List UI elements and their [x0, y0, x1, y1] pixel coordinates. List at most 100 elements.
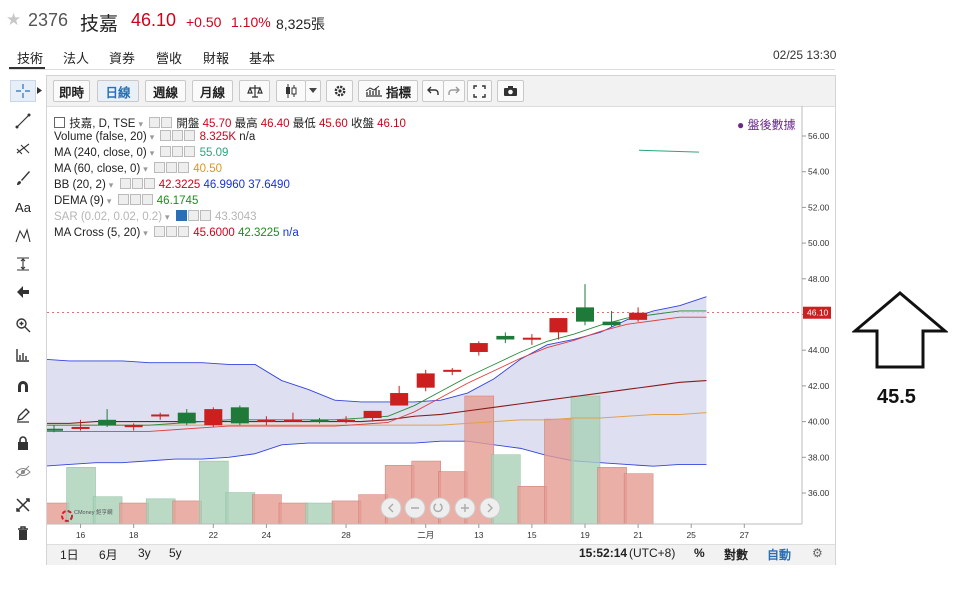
price-tick-label: 50.00	[808, 238, 830, 248]
remove-icon[interactable]	[199, 210, 211, 221]
hide-eye-icon[interactable]	[10, 461, 36, 483]
tools-icon[interactable]	[10, 494, 36, 516]
percent-scale-toggle[interactable]: %	[694, 546, 705, 560]
screenshot-camera-icon[interactable]	[497, 80, 524, 102]
chevron-down-icon[interactable]: ▾	[138, 119, 143, 129]
visibility-icon[interactable]	[131, 178, 143, 189]
volume-bar	[225, 492, 256, 525]
scroll-left-button[interactable]	[380, 497, 402, 519]
daily-button[interactable]: 日線	[97, 80, 139, 102]
undo-icon[interactable]	[422, 80, 444, 102]
settings-icon[interactable]	[119, 178, 131, 189]
fullscreen-icon[interactable]	[467, 80, 492, 102]
intraday-button[interactable]: 即時	[53, 80, 90, 102]
trend-line-icon[interactable]	[10, 110, 36, 132]
chevron-down-icon[interactable]: ▾	[106, 196, 112, 206]
after-hours-data-link[interactable]: ● 盤後數據	[737, 118, 796, 132]
range-5y-button[interactable]: 5y	[169, 546, 182, 560]
remove-icon[interactable]	[184, 146, 196, 157]
weekly-button[interactable]: 週線	[145, 80, 186, 102]
stock-code: 2376	[28, 10, 69, 30]
candlesticks	[47, 284, 648, 433]
toolbar-expand-icon[interactable]	[37, 87, 42, 94]
brush-icon[interactable]	[10, 167, 36, 189]
low-value: 45.60	[318, 118, 348, 130]
chart-type-dropdown-icon[interactable]	[305, 80, 321, 102]
chevron-down-icon[interactable]: ▾	[143, 228, 148, 238]
arrow-left-icon[interactable]	[10, 281, 36, 303]
text-tool-icon[interactable]: Aa	[15, 199, 31, 215]
range-1d-button[interactable]: 1日	[60, 548, 79, 562]
range-6m-button[interactable]: 6月	[99, 548, 118, 562]
trash-icon[interactable]	[10, 522, 36, 544]
chevron-down-icon[interactable]: ▾	[149, 148, 155, 158]
ma60-value: 40.50	[193, 163, 223, 175]
chevron-down-icon[interactable]: ▾	[143, 164, 148, 174]
visibility-icon[interactable]	[129, 194, 141, 205]
log-scale-toggle[interactable]: 對數	[724, 548, 749, 562]
current-price-tag	[803, 306, 831, 319]
candle-body	[443, 369, 462, 372]
visibility-icon[interactable]	[172, 146, 184, 157]
settings-icon[interactable]	[149, 117, 161, 128]
auto-scale-toggle[interactable]: 自動	[767, 548, 792, 562]
pattern-icon[interactable]	[10, 225, 36, 247]
settings-icon[interactable]	[187, 210, 199, 221]
settings-icon[interactable]	[160, 146, 172, 157]
compare-icon[interactable]	[239, 80, 270, 102]
range-3y-button[interactable]: 3y	[138, 546, 151, 560]
price-chart[interactable]: 56.0054.0052.0050.0048.0046.0044.0042.00…	[47, 106, 835, 544]
macross-fast-value: 45.6000	[193, 227, 235, 239]
lock-icon[interactable]	[10, 432, 36, 454]
volume-bar	[252, 494, 282, 525]
date-tick-label: 13	[474, 530, 484, 540]
crosshair-icon[interactable]	[10, 80, 36, 102]
collapse-icon[interactable]	[54, 117, 65, 128]
volume-bar	[66, 467, 96, 525]
candlestick-type-icon[interactable]	[276, 80, 306, 102]
settings-gear-icon[interactable]	[326, 80, 353, 102]
quote-datetime: 02/25 13:30	[773, 48, 837, 62]
tab-technical[interactable]: 技術	[17, 51, 44, 66]
chevron-down-icon[interactable]: ▾	[165, 212, 170, 222]
settings-icon[interactable]	[160, 130, 172, 141]
bb-lower-value: 37.6490	[248, 179, 290, 191]
hidden-eye-icon[interactable]	[175, 210, 187, 221]
indicators-button[interactable]: 指標	[358, 80, 418, 102]
fibonacci-icon[interactable]	[10, 138, 36, 160]
timezone-label[interactable]: (UTC+8)	[629, 546, 676, 560]
favorite-star-icon[interactable]: ★	[6, 10, 22, 29]
price-tick-label: 52.00	[808, 202, 830, 212]
measure-icon[interactable]	[10, 253, 36, 275]
pencil-lock-icon[interactable]	[10, 404, 36, 426]
visibility-icon[interactable]	[166, 162, 178, 173]
remove-icon[interactable]	[184, 130, 196, 141]
monthly-button[interactable]: 月線	[192, 80, 233, 102]
settings-icon[interactable]	[154, 226, 166, 237]
tab-basic[interactable]: 基本	[249, 51, 276, 66]
remove-icon[interactable]	[178, 162, 190, 173]
magnet-icon[interactable]	[10, 375, 36, 397]
tab-revenue[interactable]: 營收	[156, 51, 183, 66]
remove-icon[interactable]	[178, 226, 190, 237]
tab-institutional[interactable]: 法人	[63, 51, 90, 66]
scale-settings-icon[interactable]: ⚙	[812, 546, 823, 560]
settings-icon[interactable]	[154, 162, 166, 173]
visibility-icon[interactable]	[166, 226, 178, 237]
remove-icon[interactable]	[143, 178, 155, 189]
tab-margin[interactable]: 資券	[109, 51, 136, 66]
visibility-icon[interactable]	[161, 117, 173, 128]
reset-zoom-button[interactable]	[429, 497, 451, 519]
visibility-icon[interactable]	[172, 130, 184, 141]
stock-name: 技嘉	[80, 14, 119, 35]
zoom-icon[interactable]	[10, 314, 36, 336]
scroll-right-button[interactable]	[479, 497, 501, 519]
volume-bar	[92, 496, 123, 525]
settings-icon[interactable]	[117, 194, 129, 205]
redo-icon[interactable]	[443, 80, 465, 102]
chevron-down-icon[interactable]: ▾	[149, 132, 155, 142]
remove-icon[interactable]	[141, 194, 153, 205]
tab-financials[interactable]: 財報	[203, 51, 230, 66]
chevron-down-icon[interactable]: ▾	[108, 180, 114, 190]
ruler-icon[interactable]	[10, 344, 36, 366]
